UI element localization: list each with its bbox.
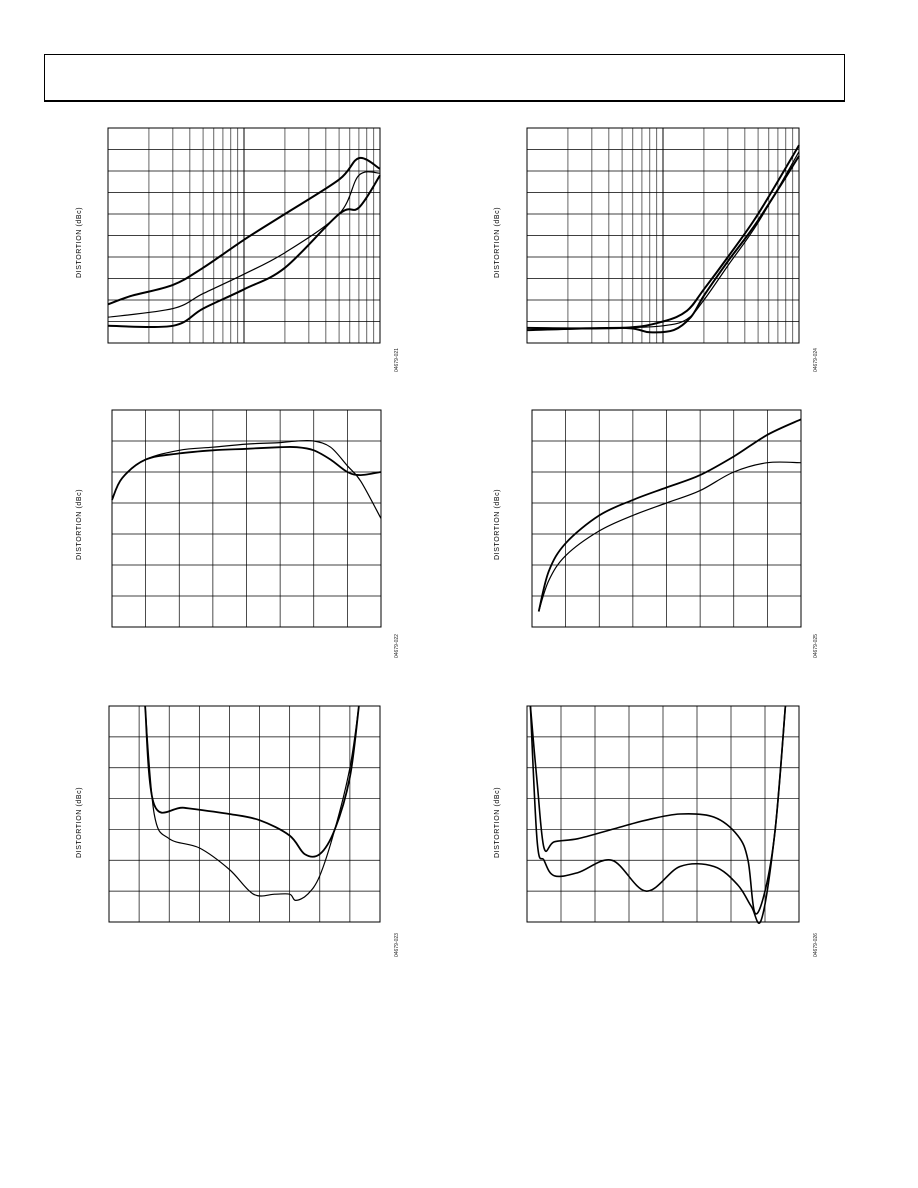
chart-3-plot bbox=[111, 409, 382, 628]
chart-6-figure-number: 04679-026 bbox=[813, 933, 819, 957]
chart-3-figure-number: 04679-022 bbox=[394, 634, 400, 658]
chart-2-grid bbox=[526, 128, 800, 343]
chart-6-grid bbox=[527, 706, 799, 922]
chart-6-series-2-line bbox=[529, 705, 787, 925]
chart-4-series-1-line bbox=[537, 418, 802, 612]
chart-1-plot bbox=[107, 127, 381, 344]
chart-1-ylabel: DISTORTION (dBc) bbox=[76, 206, 83, 278]
chart-5-ylabel: DISTORTION (dBc) bbox=[76, 786, 83, 858]
chart-2-series-3-line bbox=[526, 155, 800, 334]
chart-4-ylabel: DISTORTION (dBc) bbox=[494, 488, 501, 560]
chart-5-figure-number: 04679-023 bbox=[394, 933, 400, 957]
chart-6-series-1-line bbox=[529, 705, 787, 915]
chart-5-series-2-line bbox=[144, 705, 360, 901]
chart-1-series-2-line bbox=[107, 171, 381, 318]
chart-2-figure-number: 04679-024 bbox=[813, 348, 819, 372]
chart-2-frame bbox=[526, 127, 800, 344]
chart-4-grid bbox=[532, 410, 801, 627]
chart-5-plot bbox=[108, 705, 381, 923]
page-header-box bbox=[44, 54, 845, 102]
chart-2-ylabel: DISTORTION (dBc) bbox=[494, 206, 501, 278]
chart-1-frame bbox=[107, 127, 381, 344]
chart-4-figure-number: 04679-025 bbox=[813, 634, 819, 658]
chart-3-ylabel: DISTORTION (dBc) bbox=[76, 488, 83, 560]
chart-2-plot bbox=[526, 127, 800, 344]
chart-1-series-1-line bbox=[107, 156, 381, 306]
chart-4-frame bbox=[531, 409, 802, 628]
chart-4-series-2-line bbox=[538, 461, 802, 612]
chart-4-plot bbox=[531, 409, 802, 628]
chart-6-frame bbox=[526, 705, 800, 923]
chart-5-frame bbox=[108, 705, 381, 923]
chart-1-series-3-line bbox=[107, 174, 381, 329]
chart-6-ylabel: DISTORTION (dBc) bbox=[494, 786, 501, 858]
chart-1-figure-number: 04679-021 bbox=[394, 348, 400, 372]
chart-3-series-2-line bbox=[111, 446, 382, 501]
chart-5-series-1-line bbox=[144, 705, 360, 858]
chart-3-grid bbox=[112, 410, 381, 627]
chart-6-plot bbox=[526, 705, 800, 925]
chart-1-grid bbox=[107, 128, 381, 343]
